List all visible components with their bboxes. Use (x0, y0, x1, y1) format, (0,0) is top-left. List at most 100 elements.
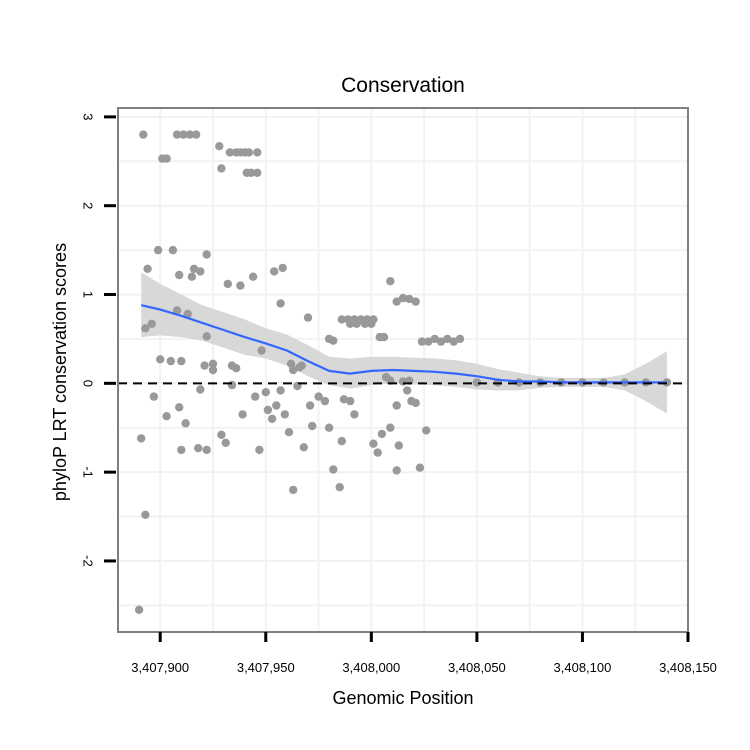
y-tick-label: 3 (81, 113, 96, 120)
data-point (263, 405, 273, 415)
data-point (217, 164, 226, 173)
data-point (392, 466, 401, 475)
data-point (369, 439, 378, 448)
confidence-band (141, 272, 667, 414)
data-point (415, 463, 425, 472)
data-point (168, 245, 178, 255)
data-point (346, 319, 355, 328)
y-tick-label: -2 (81, 555, 96, 567)
data-point (251, 392, 260, 401)
data-point (225, 148, 235, 157)
data-point (175, 270, 184, 280)
data-point (253, 168, 262, 177)
data-point (261, 388, 270, 397)
chart-title: Conservation (341, 74, 465, 97)
data-point (175, 403, 184, 412)
data-point (329, 465, 338, 474)
data-point (137, 434, 146, 443)
data-point (202, 250, 211, 259)
x-tick-label: 3,408,000 (342, 660, 400, 675)
data-point (360, 319, 370, 328)
data-point (394, 441, 403, 450)
data-point (227, 380, 237, 390)
data-point (303, 313, 313, 322)
data-point (324, 423, 334, 432)
data-point (253, 148, 262, 157)
data-point (272, 401, 281, 410)
data-point (215, 142, 224, 151)
data-point (141, 510, 150, 519)
data-point (244, 148, 254, 157)
data-point (202, 445, 211, 455)
data-point (208, 359, 218, 368)
data-point (335, 483, 344, 492)
data-point (177, 356, 186, 366)
data-point (223, 279, 232, 289)
data-point (191, 130, 201, 139)
data-point (134, 605, 144, 614)
data-point (276, 299, 285, 308)
data-point (181, 419, 190, 428)
data-point (443, 334, 452, 344)
x-axis-label: Genomic Position (332, 688, 473, 708)
smooth-line (140, 304, 667, 384)
data-point (375, 332, 384, 342)
data-point (289, 365, 298, 375)
data-point (449, 337, 458, 346)
data-point (284, 428, 294, 437)
data-point (392, 297, 401, 306)
data-point (411, 297, 420, 306)
data-point (156, 355, 165, 364)
data-point (386, 277, 395, 286)
y-tick-label: 0 (81, 380, 96, 387)
data-point (305, 401, 315, 410)
data-point (337, 315, 346, 324)
data-point (424, 337, 433, 346)
data-point (276, 386, 285, 395)
data-point (455, 334, 465, 344)
data-point (179, 130, 188, 139)
data-point (377, 429, 387, 439)
data-point (200, 361, 209, 370)
data-point (162, 154, 171, 163)
data-point (172, 130, 182, 139)
data-point (196, 267, 205, 276)
data-point (162, 412, 171, 421)
data-point (339, 395, 349, 404)
data-point (255, 445, 264, 455)
data-point (185, 130, 194, 139)
data-point (143, 264, 152, 273)
x-tick-label: 3,407,900 (131, 660, 189, 675)
data-point (430, 334, 439, 344)
data-point (417, 337, 427, 346)
data-point (289, 485, 298, 495)
data-point (386, 423, 395, 432)
y-tick-label: -1 (81, 466, 96, 478)
data-point (194, 444, 203, 453)
data-point (149, 392, 159, 401)
data-point (238, 410, 247, 419)
panel-border (117, 107, 689, 633)
data-point (299, 443, 308, 452)
data-point (320, 396, 330, 406)
data-point (270, 267, 279, 276)
data-point (202, 332, 211, 341)
data-point (236, 281, 245, 290)
data-point (472, 378, 482, 387)
smooth-line-group (140, 304, 667, 384)
data-point (346, 396, 355, 406)
data-point (314, 392, 323, 401)
data-point (392, 401, 401, 410)
data-point (411, 398, 420, 408)
data-point (189, 264, 199, 273)
data-point (422, 426, 431, 435)
data-point (166, 356, 175, 366)
data-point (221, 438, 230, 447)
data-point (405, 294, 414, 304)
data-point (398, 293, 408, 303)
data-point (208, 365, 218, 375)
data-point (436, 337, 446, 346)
data-point (367, 319, 376, 328)
data-point (278, 263, 287, 273)
